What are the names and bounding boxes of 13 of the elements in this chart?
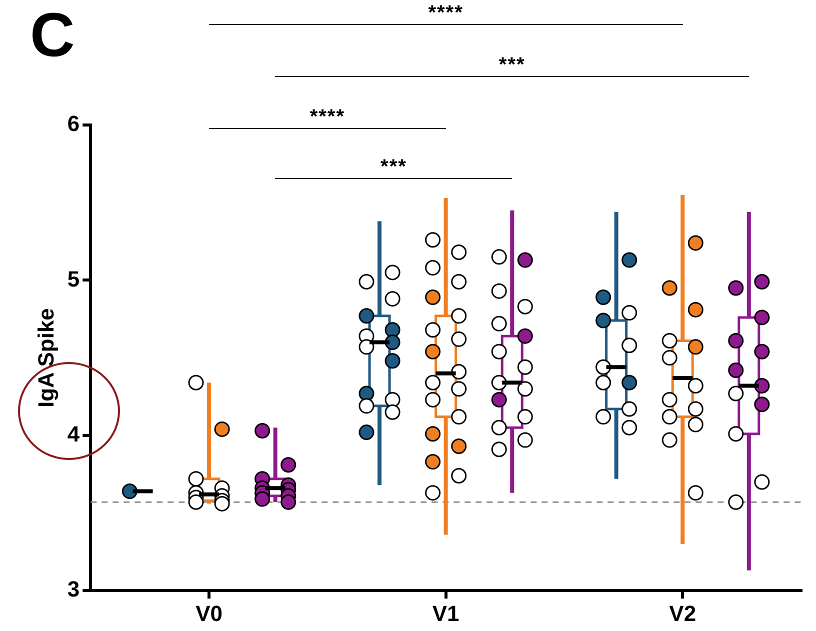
- chart-title: C: [30, 0, 75, 71]
- annotation: ****: [310, 106, 345, 129]
- y-axis-title: IgA Spike: [33, 308, 58, 408]
- y-tick-label: 4: [67, 421, 80, 446]
- annotation: ***: [380, 156, 407, 179]
- x-tick-label: V1: [432, 600, 460, 626]
- y-tick-label: 6: [67, 111, 80, 136]
- x-tick-label: V2: [669, 600, 696, 626]
- y-tick-label: 3: [67, 576, 80, 602]
- y-tick-label: 5: [67, 266, 80, 292]
- text: ***: [498, 54, 526, 77]
- x-tick-label: V0: [196, 600, 222, 626]
- text: ****: [428, 2, 464, 25]
